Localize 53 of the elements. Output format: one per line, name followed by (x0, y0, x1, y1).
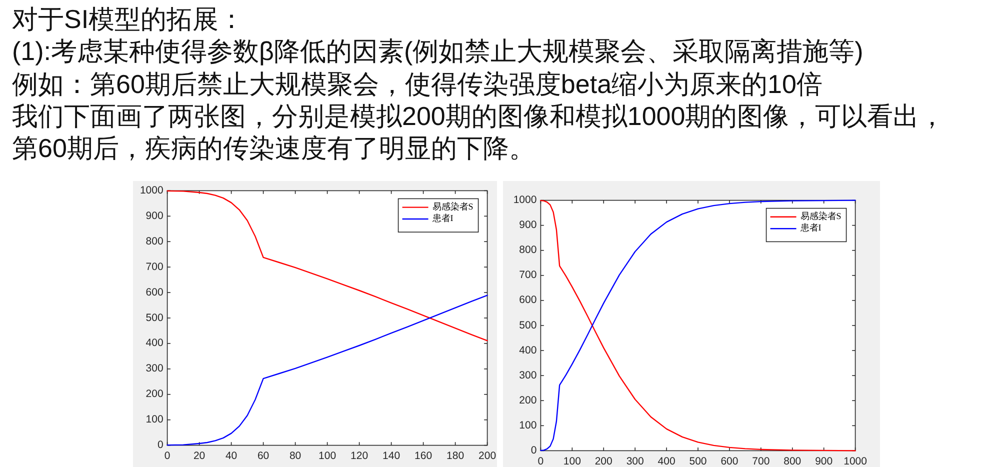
y-tick-label: 300 (146, 362, 164, 375)
line-series (166, 190, 488, 342)
legend-label: 患者I (799, 222, 822, 233)
text: 我们下面画了两张图，分别是模拟200期的图像和模拟1000期的图像，可以看出， (12, 100, 946, 131)
y-tick-label: 100 (519, 419, 537, 432)
y-tick-label: 400 (146, 337, 164, 350)
x-tick-label: 300 (626, 455, 644, 467)
y-tick-label: 500 (519, 319, 537, 332)
y-tick-label: 600 (146, 286, 164, 298)
legend-label: 患者I (431, 213, 454, 224)
x-tick-label: 20 (193, 450, 206, 462)
y-tick-label: 900 (519, 219, 537, 232)
x-tick-label: 120 (350, 450, 368, 462)
y-tick-label: 400 (519, 344, 537, 356)
legend-label: 易感染者S (800, 210, 842, 221)
x-tick-label: 500 (689, 455, 707, 467)
x-tick-label: 400 (658, 455, 676, 467)
y-tick-label: 700 (146, 260, 164, 273)
x-tick-label: 800 (784, 455, 802, 467)
y-tick-label: 200 (146, 388, 164, 400)
y-tick-label: 1000 (140, 184, 164, 196)
y-tick-label: 500 (146, 312, 164, 324)
x-tick-label: 180 (446, 450, 464, 462)
text: 对于SI模型的拓展： (12, 4, 245, 34)
y-tick-label: 600 (519, 294, 537, 306)
y-tick-label: 800 (146, 235, 164, 248)
x-tick-label: 80 (289, 450, 302, 462)
x-tick-label: 100 (563, 455, 582, 467)
x-tick-label: 60 (257, 450, 270, 462)
y-tick-label: 1000 (513, 194, 537, 206)
line-series (540, 200, 856, 452)
x-tick-label: 100 (318, 450, 336, 462)
y-tick-label: 800 (519, 244, 537, 256)
text: (1):考虑某种使得参数β降低的因素(例如禁止大规模聚会、采取隔离措施等) (12, 36, 864, 66)
x-tick-label: 600 (720, 455, 738, 467)
y-tick-label: 300 (519, 369, 537, 382)
line-series (166, 294, 488, 446)
x-tick-label: 900 (815, 455, 833, 467)
x-tick-label: 1000 (844, 455, 868, 467)
y-tick-label: 200 (519, 394, 537, 406)
x-tick-label: 40 (225, 450, 238, 462)
x-tick-label: 200 (594, 455, 613, 467)
x-tick-label: 700 (752, 455, 770, 467)
x-tick-label: 160 (414, 450, 432, 462)
x-tick-label: 200 (478, 450, 496, 462)
legend-label: 易感染者S (432, 201, 474, 212)
y-tick-label: 700 (519, 269, 537, 282)
y-tick-label: 900 (146, 210, 164, 222)
text: 例如：第60期后禁止大规模聚会，使得传染强度beta缩小为原来的10倍 (12, 68, 822, 99)
y-tick-label: 100 (146, 414, 164, 426)
text: 第60期后，疾病的传染速度有了明显的下降。 (12, 133, 535, 164)
x-tick-label: 140 (382, 450, 400, 462)
y-tick-label: 0 (157, 439, 164, 452)
